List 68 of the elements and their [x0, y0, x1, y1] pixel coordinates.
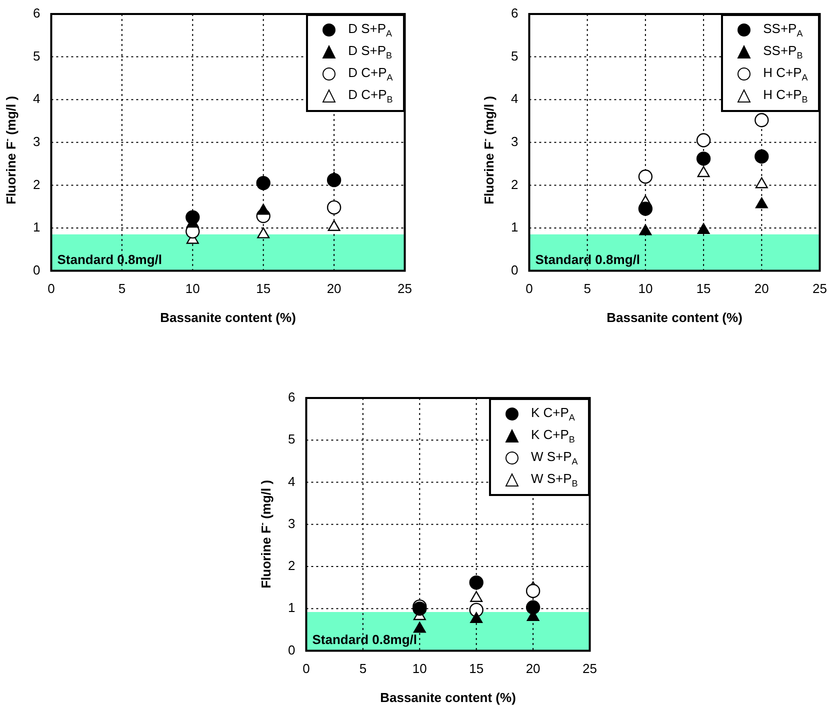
- legend-label: SS+P$_{A}$: [763, 21, 803, 39]
- x-tick-label: 15: [256, 281, 271, 296]
- legend-label: K C+P$_{A}$: [530, 405, 575, 423]
- legend-label: D C+P$_{B}$: [348, 87, 393, 105]
- y-tick-label: 2: [510, 176, 518, 192]
- x-tick-label: 20: [754, 281, 769, 296]
- x-tick-label: 20: [526, 661, 540, 676]
- point: [639, 224, 652, 236]
- band-label: Standard 0.8mg/l: [312, 632, 417, 647]
- x-tick-label: 0: [48, 281, 55, 296]
- point: [696, 152, 711, 166]
- y-tick-label: 0: [288, 642, 296, 658]
- x-axis-title: Bassanite content (%): [606, 310, 742, 325]
- y-tick-label: 1: [288, 600, 296, 616]
- x-axis-title: Bassanite content (%): [380, 690, 516, 705]
- legend-label: K C+P$_{B}$: [530, 427, 575, 445]
- x-tick-label: 20: [326, 281, 342, 296]
- y-tick-label: 4: [510, 91, 518, 106]
- y-tick-label: 4: [288, 474, 296, 489]
- band-label: Standard 0.8mg/l: [57, 252, 162, 267]
- point: [754, 113, 769, 128]
- point: [697, 223, 710, 234]
- point: [697, 166, 710, 178]
- y-tick-label: 6: [288, 390, 296, 405]
- y-tick-label: 2: [32, 176, 40, 192]
- point: [754, 149, 769, 164]
- y-tick-label: 6: [510, 6, 518, 21]
- point: [755, 177, 768, 188]
- legend-label: H C+P$_{B}$: [763, 87, 808, 105]
- x-tick-label: 5: [359, 661, 367, 676]
- y-tick-label: 3: [510, 134, 518, 149]
- y-tick-label: 5: [32, 48, 40, 64]
- y-tick-label: 1: [32, 220, 40, 235]
- x-tick-label: 0: [526, 281, 533, 296]
- legend-label: W S+P$_{A}$: [530, 449, 578, 467]
- legend-label: SS+P$_{B}$: [763, 43, 803, 61]
- legend-label: H C+P$_{A}$: [763, 65, 808, 83]
- point: [696, 133, 711, 148]
- x-tick-label: 0: [302, 661, 310, 676]
- y-tick-label: 5: [510, 48, 518, 64]
- y-tick-label: 3: [288, 516, 296, 531]
- y-tick-label: 3: [32, 134, 40, 149]
- x-tick-label: 5: [118, 281, 126, 296]
- point: [638, 202, 653, 216]
- y-tick-label: 0: [32, 262, 40, 278]
- y-tick-label: 1: [510, 220, 518, 235]
- band-label: Standard 0.8mg/l: [535, 252, 640, 267]
- y-tick-label: 2: [288, 558, 296, 574]
- legend-label: D S+P$_{B}$: [348, 43, 392, 61]
- x-tick-label: 15: [469, 661, 484, 676]
- x-axis-title: Bassanite content (%): [160, 310, 296, 325]
- x-tick-label: 10: [412, 661, 427, 676]
- legend-label: W S+P$_{B}$: [530, 471, 578, 489]
- y-tick-label: 4: [32, 91, 40, 106]
- legend-label: D S+P$_{A}$: [348, 21, 392, 39]
- y-tick-label: 6: [32, 6, 40, 21]
- y-tick-label: 0: [510, 262, 518, 278]
- x-tick-label: 25: [398, 281, 412, 296]
- x-tick-label: 15: [696, 281, 711, 296]
- x-tick-label: 25: [582, 661, 598, 676]
- point: [638, 170, 653, 184]
- x-tick-label: 25: [812, 281, 828, 296]
- x-tick-label: 5: [584, 281, 591, 296]
- x-tick-label: 10: [185, 281, 200, 296]
- x-tick-label: 10: [638, 281, 653, 296]
- point: [755, 197, 768, 208]
- y-tick-label: 5: [288, 432, 296, 447]
- legend-label: D C+P$_{A}$: [348, 65, 393, 83]
